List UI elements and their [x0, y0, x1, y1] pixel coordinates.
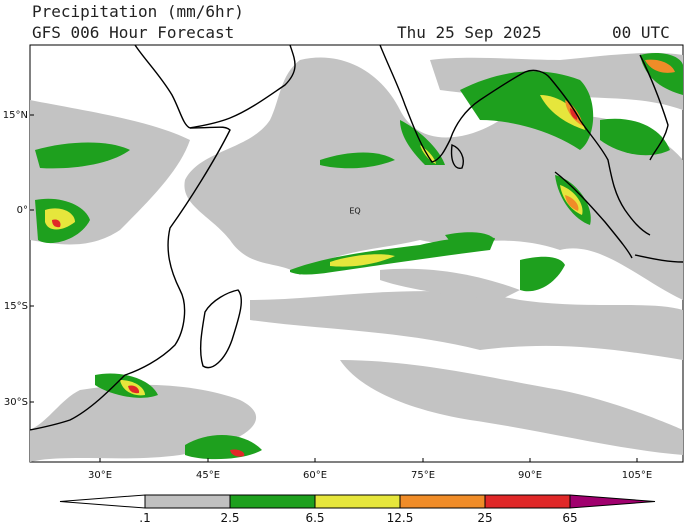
colorbar: .1 2.5 6.5 12.5 25 65	[59, 494, 656, 525]
colorbar-segment	[399, 494, 486, 509]
coastlines	[30, 45, 683, 431]
colorbar-label: .1	[139, 511, 150, 525]
lat-label: 0°	[17, 205, 28, 216]
time: 00 UTC	[612, 23, 670, 42]
lat-label: 15°S	[4, 301, 28, 312]
colorbar-label: 25	[477, 511, 492, 525]
colorbar-segment	[229, 494, 316, 509]
lon-label: 30°E	[88, 470, 112, 481]
equator-label: EQ	[349, 207, 360, 216]
colorbar-label: 2.5	[220, 511, 239, 525]
colorbar-segment	[484, 494, 571, 509]
lon-label: 90°E	[518, 470, 542, 481]
map: EQ 15°N 0° 15°S 30°S 30°E 45°E 60°E 75°E 90°E 10…	[3, 44, 684, 481]
lat-labels: 15°N 0° 15°S 30°S	[3, 110, 34, 408]
subtitle: GFS 006 Hour Forecast	[32, 23, 234, 42]
lon-label: 105°E	[622, 470, 652, 481]
date: Thu 25 Sep 2025	[397, 23, 542, 42]
colorbar-label: 65	[562, 511, 577, 525]
lon-label: 75°E	[411, 470, 435, 481]
colorbar-segment	[569, 494, 656, 509]
colorbar-label: 12.5	[387, 511, 414, 525]
title: Precipitation (mm/6hr)	[32, 2, 244, 21]
lat-label: 15°N	[3, 110, 28, 121]
lon-labels: 30°E 45°E 60°E 75°E 90°E 105°E	[88, 458, 652, 481]
heavy-precip	[45, 59, 675, 457]
lon-label: 45°E	[196, 470, 220, 481]
lat-label: 30°S	[4, 397, 28, 408]
colorbar-segment	[314, 494, 401, 509]
lon-label: 60°E	[303, 470, 327, 481]
colorbar-label: 6.5	[305, 511, 324, 525]
colorbar-segment	[59, 494, 146, 509]
colorbar-segment	[144, 494, 231, 509]
